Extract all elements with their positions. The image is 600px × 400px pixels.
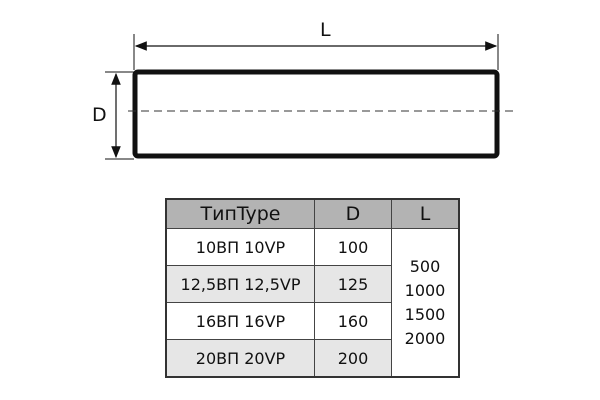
table-header: ТипType D L bbox=[165, 198, 460, 229]
d-cell: 100 bbox=[314, 228, 392, 266]
length-value: 500 bbox=[409, 256, 441, 276]
table-row: 20ВП 20VP 200 bbox=[165, 339, 459, 378]
l-cell: 500 1000 1500 2000 bbox=[391, 228, 460, 378]
length-label: L bbox=[320, 19, 331, 41]
table-row: 16ВП 16VP 160 bbox=[165, 302, 459, 340]
type-cell: 10ВП 10VP bbox=[165, 228, 315, 266]
header-d: D bbox=[314, 198, 392, 229]
table-row: 10ВП 10VP 100 500 1000 1500 2000 bbox=[165, 228, 460, 378]
type-cell: 12,5ВП 12,5VP bbox=[165, 265, 315, 303]
header-type: ТипType bbox=[165, 198, 315, 229]
length-value: 1500 bbox=[404, 304, 446, 324]
type-cell: 16ВП 16VP bbox=[165, 302, 315, 340]
dimensions-table: ТипType D L 10ВП 10VP 100 500 1000 1500 … bbox=[165, 198, 460, 378]
header-l: L bbox=[391, 198, 460, 229]
table-row: 12,5ВП 12,5VP 125 bbox=[165, 265, 459, 303]
length-value: 1000 bbox=[404, 280, 446, 300]
type-cell: 20ВП 20VP bbox=[165, 339, 315, 378]
d-cell: 160 bbox=[314, 302, 392, 340]
pipe-drawing bbox=[105, 34, 515, 160]
diameter-label: D bbox=[92, 104, 107, 126]
pipe-outline bbox=[132, 69, 500, 159]
d-cell: 125 bbox=[314, 265, 392, 303]
length-value: 2000 bbox=[404, 328, 446, 348]
d-cell: 200 bbox=[314, 339, 392, 378]
